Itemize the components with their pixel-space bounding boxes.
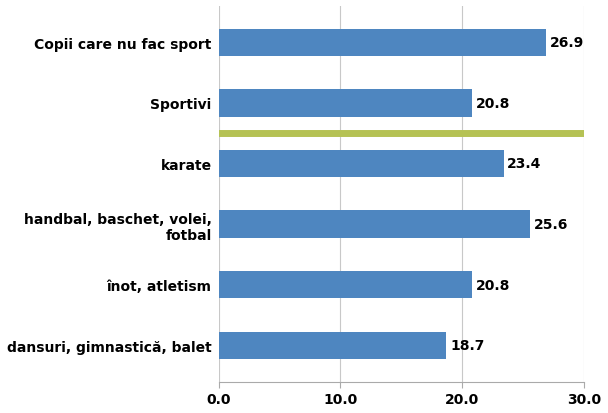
Bar [219,211,530,238]
Bar [219,332,446,359]
Text: 20.8: 20.8 [475,278,510,292]
Text: 20.8: 20.8 [475,97,510,111]
Text: 18.7: 18.7 [450,339,485,352]
Bar [219,90,472,117]
Text: 25.6: 25.6 [534,218,568,232]
Bar [219,30,546,57]
Bar [219,150,503,178]
Text: 23.4: 23.4 [507,157,542,171]
Bar [219,271,472,299]
Text: 26.9: 26.9 [550,36,584,50]
